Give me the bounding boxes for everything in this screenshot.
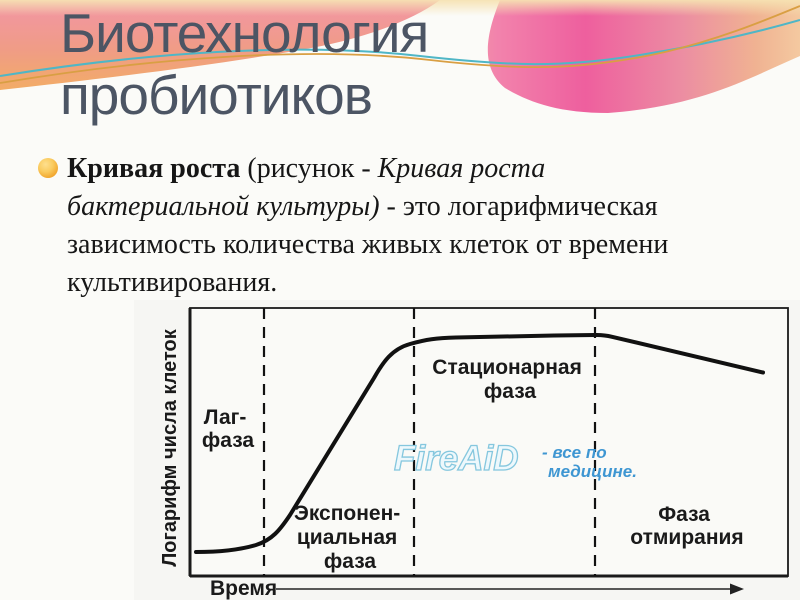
gold-accent-line: [0, 5, 800, 84]
watermark-brand: FireAiD: [394, 439, 518, 478]
exponential-phase-label: Экспонен- циальная фаза: [294, 502, 406, 573]
wave-cream-strip: [0, 0, 800, 16]
y-axis-label: Логарифм числа клеток: [159, 328, 181, 567]
stationary-phase-label: Стационарная фаза: [432, 356, 587, 403]
bullet-paragraph: Кривая роста (рисунок - Кривая роста бак…: [67, 150, 767, 302]
lag-phase-label: Лаг- фаза: [202, 406, 254, 452]
body-line-3: зависимость количества живых клеток от в…: [67, 229, 669, 260]
slide-title-line2: пробиотиков: [60, 64, 373, 126]
bullet-icon: [38, 158, 58, 178]
body-line-2: бактериальной культуры) - это логарифмич…: [67, 188, 767, 226]
death-phase-label: Фаза отмирания: [630, 503, 743, 549]
body-line-4: культивирования.: [67, 267, 278, 298]
slide-title: Биотехнология пробиотиков: [60, 2, 429, 126]
x-axis-label: Время: [210, 577, 277, 600]
watermark-tagline: - все по медицине.: [542, 443, 637, 481]
body-line-1: Кривая роста (рисунок - Кривая роста: [67, 150, 767, 188]
body-italic-text: бактериальной культуры): [67, 191, 380, 222]
growth-curve-figure: Логарифм числа клеток Лаг- фаза Экспонен…: [134, 300, 800, 600]
header-wave-decoration: [0, 0, 800, 113]
teal-accent-line: [0, 19, 800, 77]
chart-frame: [189, 307, 789, 577]
body-regular-text: (рисунок -: [240, 153, 378, 184]
growth-curve-path: [194, 332, 765, 554]
body-bold-term: Кривая роста: [67, 153, 241, 184]
body-regular-text: - это логарифмическая: [379, 191, 658, 222]
growth-curve-chart: Логарифм числа клеток Лаг- фаза Экспонен…: [159, 307, 789, 600]
slide-title-line1: Биотехнология: [60, 2, 429, 64]
body-italic-text: Кривая роста: [377, 153, 546, 184]
time-axis-arrow-head: [730, 583, 744, 595]
